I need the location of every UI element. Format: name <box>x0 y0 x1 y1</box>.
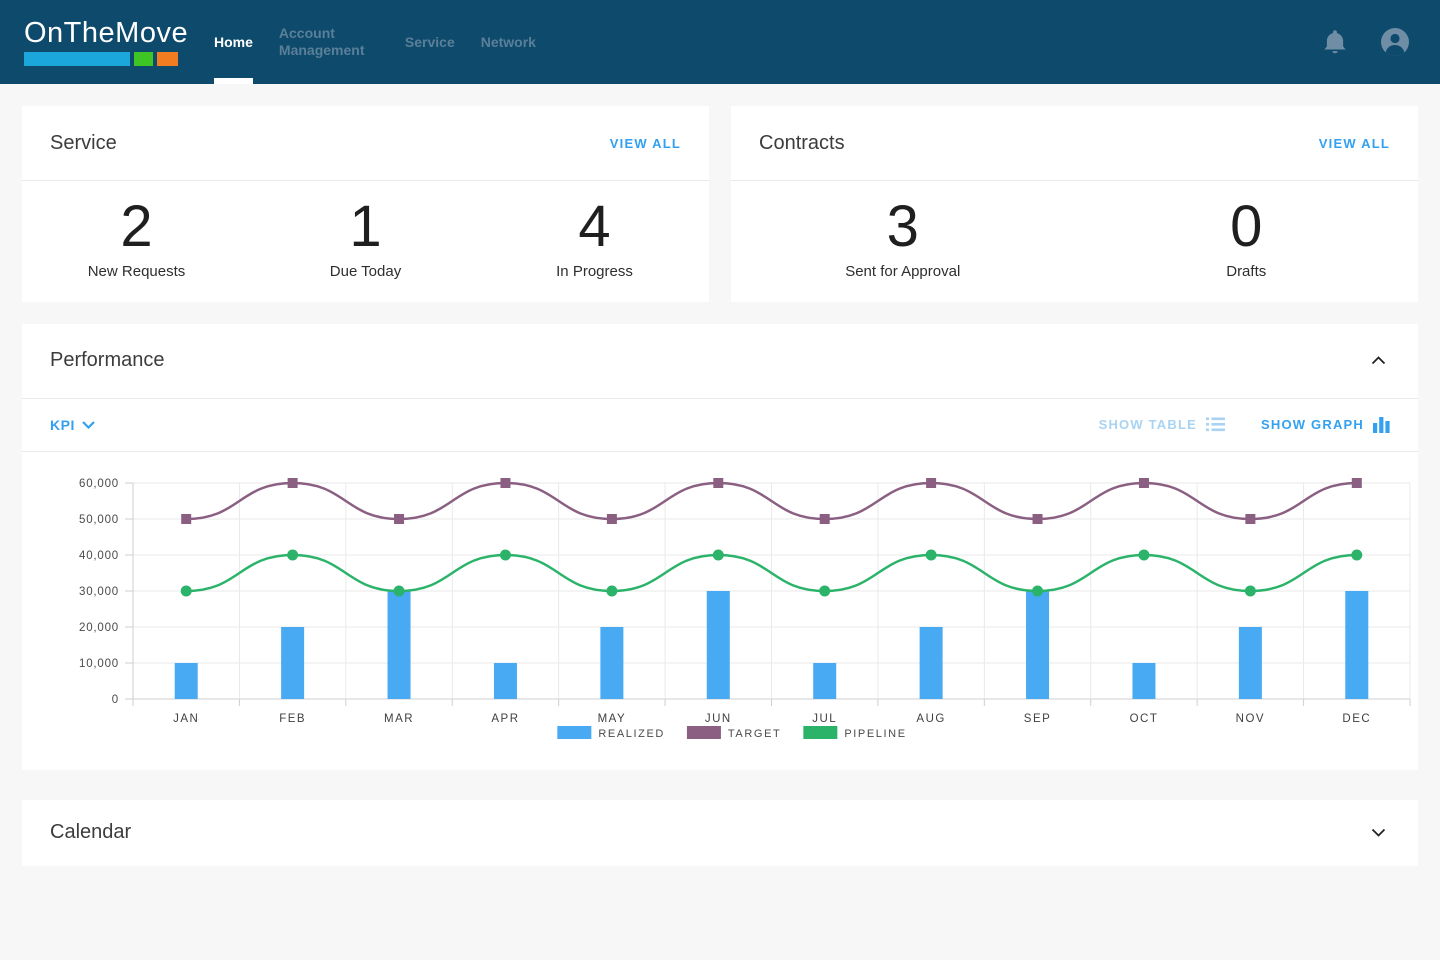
service-view-all-link[interactable]: VIEW ALL <box>609 135 681 151</box>
nav-item-service[interactable]: Service <box>405 0 455 84</box>
nav-item-network[interactable]: Network <box>481 0 536 84</box>
stat-drafts-label: Drafts <box>1226 262 1267 280</box>
performance-card-header: Performance <box>22 324 1418 399</box>
page-content: Service VIEW ALL 2 New Requests 1 Due To… <box>0 84 1440 888</box>
logo-text: OnTheMove <box>24 17 189 50</box>
stat-in-progress-label: In Progress <box>556 262 633 280</box>
svg-text:50,000: 50,000 <box>79 514 119 526</box>
table-list-icon <box>1206 417 1225 432</box>
svg-text:PIPELINE: PIPELINE <box>844 728 906 740</box>
contracts-card: Contracts VIEW ALL 3 Sent for Approval 0… <box>731 106 1418 302</box>
kpi-dropdown-label: KPI <box>50 416 75 433</box>
svg-text:NOV: NOV <box>1236 713 1265 725</box>
chevron-down-icon <box>82 421 95 429</box>
show-table-label: SHOW TABLE <box>1098 417 1197 433</box>
active-tab-underline <box>214 78 253 84</box>
performance-card: Performance KPI SHOW TABLE <box>22 323 1418 770</box>
show-table-button[interactable]: SHOW TABLE <box>1099 417 1225 432</box>
nav-item-account-management[interactable]: Account Management <box>279 0 379 84</box>
stat-sent-for-approval-value: 3 <box>886 194 919 259</box>
svg-text:JUN: JUN <box>705 713 732 725</box>
stat-drafts: 0 Drafts <box>1075 194 1419 280</box>
svg-text:MAR: MAR <box>384 713 414 725</box>
svg-text:40,000: 40,000 <box>79 550 119 562</box>
stat-drafts-value: 0 <box>1230 194 1263 259</box>
performance-controls-row: KPI SHOW TABLE SHOW <box>22 399 1418 452</box>
svg-text:0: 0 <box>112 694 119 706</box>
stat-sent-for-approval-label: Sent for Approval <box>845 262 961 280</box>
calendar-card-title: Calendar <box>50 821 132 844</box>
pipeline-line <box>180 549 1363 597</box>
logo-bar-orange-segment <box>157 51 178 66</box>
contracts-view-all-link[interactable]: VIEW ALL <box>1318 135 1390 151</box>
svg-text:60,000: 60,000 <box>79 478 119 490</box>
kpi-dropdown[interactable]: KPI <box>50 417 95 433</box>
svg-text:APR: APR <box>491 713 519 725</box>
svg-text:30,000: 30,000 <box>79 586 119 598</box>
nav-item-home-label: Home <box>214 34 253 50</box>
show-graph-label: SHOW GRAPH <box>1261 417 1364 433</box>
calendar-expand-chevron-down-icon[interactable] <box>1367 824 1390 841</box>
stat-due-today-label: Due Today <box>329 262 402 280</box>
performance-collapse-chevron-up-icon[interactable] <box>1367 352 1390 369</box>
summary-cards-row: Service VIEW ALL 2 New Requests 1 Due To… <box>22 106 1418 302</box>
svg-text:MAY: MAY <box>598 713 627 725</box>
target-line <box>181 477 1362 524</box>
performance-chart: 0 10,000 20,000 30,000 40,000 50,000 60,000 JAN… <box>79 477 1411 740</box>
user-profile-icon[interactable] <box>1380 27 1410 57</box>
stat-new-requests-label: New Requests <box>87 262 186 280</box>
performance-card-title: Performance <box>50 349 165 372</box>
nav-item-account-management-label: Account Management <box>278 24 365 59</box>
logo-bar-blue-segment <box>24 51 130 66</box>
nav-item-home[interactable]: Home <box>214 0 253 84</box>
contracts-card-header: Contracts VIEW ALL <box>731 106 1418 181</box>
nav-item-network-label: Network <box>480 34 536 50</box>
svg-text:DEC: DEC <box>1342 713 1371 725</box>
stat-sent-for-approval: 3 Sent for Approval <box>731 194 1075 280</box>
svg-text:20,000: 20,000 <box>79 622 119 634</box>
nav-item-service-label: Service <box>404 34 455 50</box>
svg-text:TARGET: TARGET <box>728 728 781 740</box>
bar-graph-icon <box>1373 416 1390 433</box>
service-card: Service VIEW ALL 2 New Requests 1 Due To… <box>22 106 709 302</box>
svg-text:OCT: OCT <box>1130 713 1159 725</box>
service-stats: 2 New Requests 1 Due Today 4 In Progress <box>22 181 709 302</box>
contracts-card-title: Contracts <box>759 131 845 154</box>
main-nav: Home Account Management Service Network <box>214 0 536 84</box>
svg-text:FEB: FEB <box>279 713 306 725</box>
app-root: OnTheMove Home Account Management Servic… <box>0 0 1440 888</box>
show-graph-button[interactable]: SHOW GRAPH <box>1261 416 1390 433</box>
calendar-card-header: Calendar <box>22 800 1418 866</box>
notifications-bell-icon[interactable] <box>1322 28 1348 56</box>
contracts-stats: 3 Sent for Approval 0 Drafts <box>731 181 1418 302</box>
navbar-icons <box>1322 0 1410 84</box>
logo-bar-green-segment <box>134 51 153 66</box>
svg-text:SEP: SEP <box>1024 713 1052 725</box>
stat-new-requests: 2 New Requests <box>22 194 251 280</box>
logo-bar <box>24 51 180 66</box>
svg-text:REALIZED: REALIZED <box>598 728 665 740</box>
svg-text:AUG: AUG <box>916 713 945 725</box>
stat-in-progress-value: 4 <box>578 194 611 259</box>
service-card-header: Service VIEW ALL <box>22 106 709 181</box>
stat-due-today-value: 1 <box>349 194 382 259</box>
calendar-card: Calendar <box>22 799 1418 866</box>
svg-text:JUL: JUL <box>812 713 837 725</box>
chart-grid: 0 10,000 20,000 30,000 40,000 50,000 60,000 JAN… <box>79 478 1411 725</box>
stat-in-progress: 4 In Progress <box>480 194 709 280</box>
chart-legend: REALIZED TARGET PIPELINE <box>557 725 906 740</box>
svg-text:JAN: JAN <box>173 713 199 725</box>
stat-due-today: 1 Due Today <box>251 194 480 280</box>
realized-bars <box>174 590 1369 699</box>
logo[interactable]: OnTheMove <box>24 17 189 66</box>
top-navbar: OnTheMove Home Account Management Servic… <box>0 0 1440 84</box>
view-toggles: SHOW TABLE SHOW GRAPH <box>1099 416 1390 433</box>
service-card-title: Service <box>50 131 117 154</box>
svg-text:10,000: 10,000 <box>79 658 119 670</box>
stat-new-requests-value: 2 <box>120 194 153 259</box>
